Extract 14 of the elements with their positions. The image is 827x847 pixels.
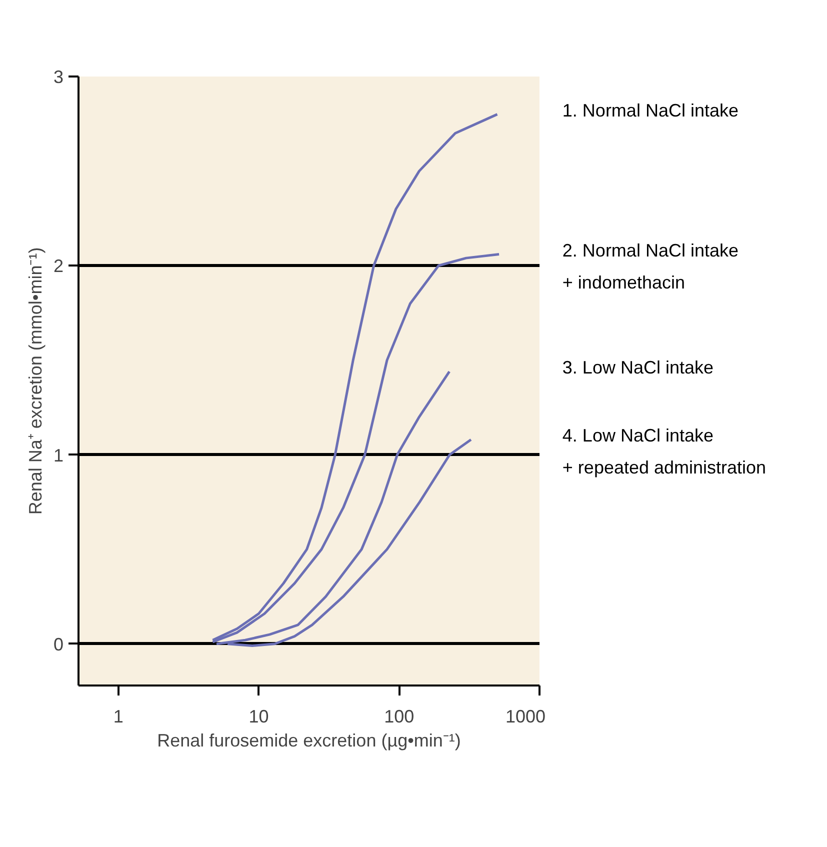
- x-tick-label: 10: [248, 706, 269, 726]
- x-axis-title: Renal furosemide excretion (µg•min⁻¹): [157, 730, 461, 750]
- y-tick-label: 3: [53, 67, 64, 87]
- y-axis-title: Renal Na⁺ excretion (mmol•min⁻¹): [25, 247, 46, 515]
- y-tick-label: 0: [53, 634, 64, 654]
- text: 2. Normal NaCl intake + indomethacin: [562, 240, 738, 292]
- y-tick-label: 1: [53, 445, 64, 466]
- x-tick-label: 1000: [505, 706, 546, 726]
- y-tick-label: 2: [53, 256, 64, 276]
- text: 3. Low NaCl intake: [562, 358, 714, 378]
- x-tick-label: 100: [384, 706, 414, 726]
- x-tick-label: 1: [113, 706, 124, 726]
- text: 4. Low NaCl intake + repeated administration: [562, 426, 766, 478]
- text: 1. Normal NaCl intake: [562, 100, 738, 120]
